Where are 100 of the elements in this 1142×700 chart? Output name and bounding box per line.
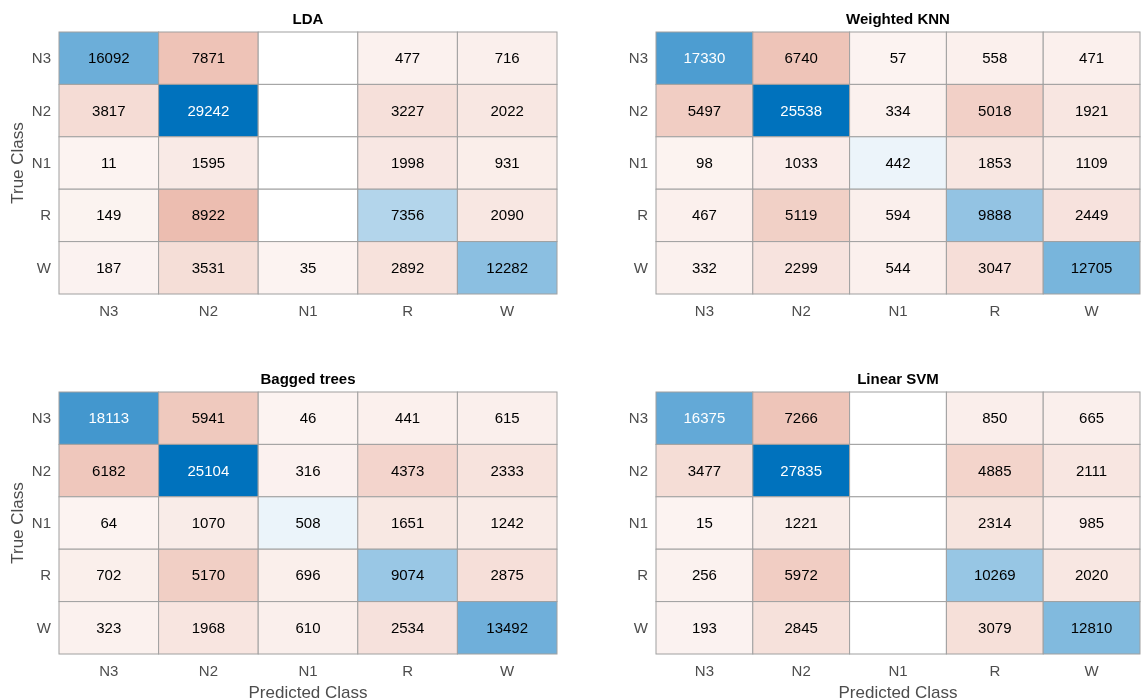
x-tick-label: N2 bbox=[198, 662, 218, 679]
data-label: 1242 bbox=[490, 514, 524, 531]
data-label: 12810 bbox=[1070, 618, 1113, 636]
y-tick-label: N3 bbox=[31, 409, 51, 427]
data-label: 149 bbox=[96, 206, 122, 224]
x-tick-label: N3 bbox=[694, 662, 714, 679]
data-label: 2314 bbox=[978, 514, 1012, 531]
y-tick-label: W bbox=[633, 618, 649, 636]
y-tick-label: R bbox=[40, 206, 52, 224]
data-label: 850 bbox=[982, 409, 1008, 427]
x-tick-label: R bbox=[402, 302, 414, 319]
x-tick-label: R bbox=[402, 662, 414, 679]
data-label: 29242 bbox=[187, 101, 230, 119]
data-label: 3477 bbox=[687, 461, 722, 479]
data-label: 12705 bbox=[1070, 258, 1113, 276]
y-tick-label: R bbox=[637, 206, 649, 224]
data-label: 471 bbox=[1079, 49, 1105, 67]
data-label: 4885 bbox=[978, 461, 1012, 479]
x-tick-label: N3 bbox=[99, 302, 119, 319]
data-label: 256 bbox=[691, 566, 717, 584]
x-tick-label: N1 bbox=[298, 302, 318, 319]
data-label: 5497 bbox=[687, 101, 722, 119]
data-label: 5941 bbox=[191, 409, 226, 427]
x-tick-label: N2 bbox=[791, 302, 811, 319]
data-label: 7266 bbox=[784, 409, 818, 427]
data-label: 332 bbox=[691, 258, 717, 276]
data-label: 9888 bbox=[978, 206, 1012, 224]
data-label: 7871 bbox=[191, 49, 226, 67]
data-label: 1595 bbox=[191, 154, 226, 171]
chart-title: LDA bbox=[292, 10, 324, 27]
x-tick-label: N1 bbox=[888, 662, 908, 679]
data-label: 13492 bbox=[486, 618, 529, 636]
y-tick-label: W bbox=[36, 258, 52, 276]
data-label: 1070 bbox=[191, 514, 226, 531]
data-label: 1968 bbox=[191, 618, 226, 636]
data-label: 665 bbox=[1079, 409, 1105, 427]
y-tick-label: W bbox=[633, 258, 649, 276]
data-label: 57 bbox=[889, 49, 907, 67]
y-tick-label: N1 bbox=[31, 154, 51, 171]
data-label: 15 bbox=[696, 514, 713, 531]
data-label: 25104 bbox=[187, 461, 230, 479]
chart-title: Weighted KNN bbox=[846, 10, 950, 27]
data-label: 1651 bbox=[390, 514, 425, 531]
data-label: 702 bbox=[96, 566, 122, 584]
x-axis-title: Predicted Class bbox=[838, 683, 958, 700]
x-tick-label: W bbox=[1084, 662, 1100, 679]
y-axis-title: True Class bbox=[8, 122, 27, 204]
data-label: 4373 bbox=[390, 461, 425, 479]
x-tick-label: N3 bbox=[99, 662, 119, 679]
data-label: 187 bbox=[96, 258, 122, 276]
y-tick-label: N2 bbox=[628, 101, 648, 119]
data-label: 2892 bbox=[390, 258, 425, 276]
data-label: 316 bbox=[295, 461, 321, 479]
data-label: 16092 bbox=[87, 49, 130, 67]
data-label: 8922 bbox=[191, 206, 226, 224]
data-label: 467 bbox=[691, 206, 717, 224]
x-tick-label: N2 bbox=[198, 302, 218, 319]
data-label: 46 bbox=[299, 409, 317, 427]
y-tick-label: N2 bbox=[31, 101, 51, 119]
y-tick-label: N2 bbox=[628, 461, 648, 479]
data-label: 27835 bbox=[780, 461, 823, 479]
data-label: 1109 bbox=[1075, 154, 1108, 171]
data-label: 2090 bbox=[490, 206, 524, 224]
data-label: 18113 bbox=[88, 409, 130, 427]
data-label: 2299 bbox=[784, 258, 818, 276]
data-label: 6740 bbox=[784, 49, 818, 67]
data-label: 3047 bbox=[978, 258, 1012, 276]
data-label: 3079 bbox=[978, 618, 1012, 636]
data-label: 11 bbox=[101, 154, 117, 171]
y-axis-title: True Class bbox=[8, 482, 27, 564]
data-label: 1921 bbox=[1074, 101, 1109, 119]
data-label: 334 bbox=[885, 101, 911, 119]
x-tick-label: R bbox=[989, 662, 1001, 679]
data-label: 12282 bbox=[486, 258, 529, 276]
data-label: 2875 bbox=[490, 566, 524, 584]
data-label: 594 bbox=[885, 206, 911, 224]
y-tick-label: W bbox=[36, 618, 52, 636]
chart-title: Linear SVM bbox=[857, 370, 939, 387]
x-tick-label: N1 bbox=[298, 662, 318, 679]
data-label: 2845 bbox=[784, 618, 818, 636]
data-label: 1853 bbox=[978, 154, 1012, 171]
y-tick-label: R bbox=[637, 566, 649, 584]
data-label: 615 bbox=[494, 409, 520, 427]
data-label: 5170 bbox=[191, 566, 226, 584]
data-label: 5119 bbox=[785, 206, 818, 224]
x-tick-label: N3 bbox=[694, 302, 714, 319]
y-tick-label: N1 bbox=[31, 514, 51, 531]
data-label: 2111 bbox=[1076, 461, 1108, 479]
data-label: 931 bbox=[494, 154, 520, 171]
data-label: 193 bbox=[691, 618, 717, 636]
x-tick-label: N2 bbox=[791, 662, 811, 679]
data-label: 5018 bbox=[978, 101, 1012, 119]
data-label: 9074 bbox=[390, 566, 425, 584]
data-label: 985 bbox=[1079, 514, 1105, 531]
data-label: 544 bbox=[885, 258, 911, 276]
data-label: 1033 bbox=[784, 154, 818, 171]
data-label: 17330 bbox=[683, 49, 726, 67]
data-label: 64 bbox=[100, 514, 118, 531]
data-label: 508 bbox=[295, 514, 321, 531]
data-label: 441 bbox=[395, 409, 421, 427]
